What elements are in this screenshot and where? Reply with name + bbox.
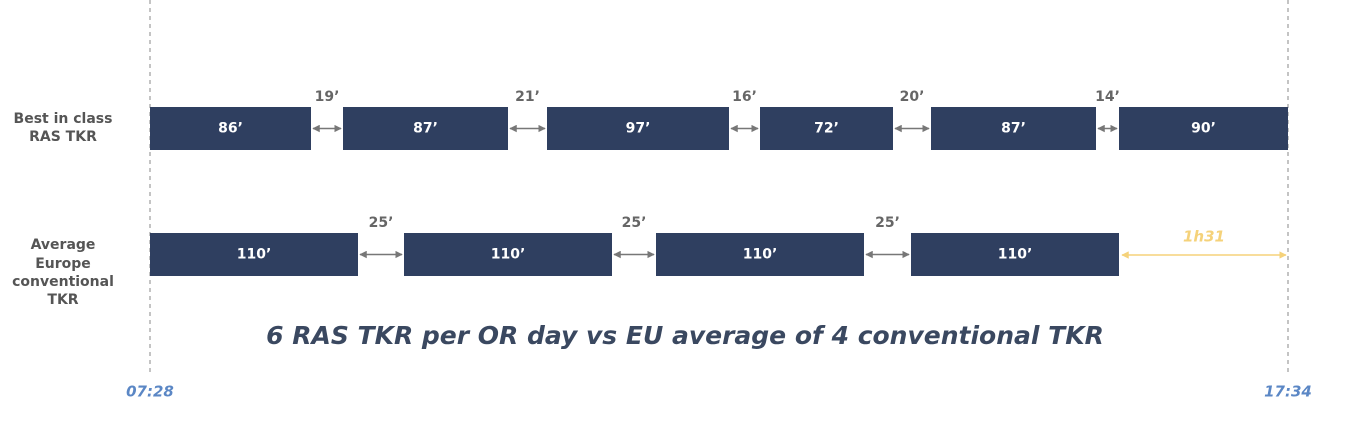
procedure-duration: 110’ [998,247,1033,263]
turnover-duration: 25’ [875,215,900,231]
row-label: Average [31,237,96,253]
row-label: Europe [35,256,91,272]
procedure-block [343,107,508,150]
turnover-duration: 21’ [515,89,540,105]
row-label: conventional [12,274,114,290]
procedure-block [150,233,358,276]
row-label: TKR [47,292,78,308]
turnover-duration: 19’ [315,89,340,105]
procedure-block [760,107,893,150]
procedure-block [931,107,1096,150]
procedure-block [1119,107,1288,150]
procedure-duration: 97’ [626,121,651,137]
row-label: RAS TKR [29,129,97,145]
procedure-block [547,107,729,150]
end-time: 17:34 [1264,383,1312,401]
procedure-block [150,107,311,150]
turnover-duration: 16’ [732,89,757,105]
procedure-duration: 86’ [218,121,243,137]
procedure-duration: 110’ [743,247,778,263]
turnover-duration: 25’ [369,215,394,231]
procedure-duration: 87’ [413,121,438,137]
remaining-label: 1h31 [1183,228,1225,246]
caption: 6 RAS TKR per OR day vs EU average of 4 … [266,321,1104,350]
row-label: Best in class [14,111,113,127]
procedure-duration: 72’ [814,121,839,137]
procedure-block [656,233,864,276]
turnover-duration: 14’ [1095,89,1120,105]
procedure-duration: 110’ [237,247,272,263]
turnover-duration: 25’ [622,215,647,231]
procedure-block [911,233,1119,276]
start-time: 07:28 [126,383,174,401]
turnover-duration: 20’ [900,89,925,105]
procedure-duration: 87’ [1001,121,1026,137]
procedure-block [404,233,612,276]
procedure-duration: 90’ [1191,121,1216,137]
procedure-duration: 110’ [491,247,526,263]
